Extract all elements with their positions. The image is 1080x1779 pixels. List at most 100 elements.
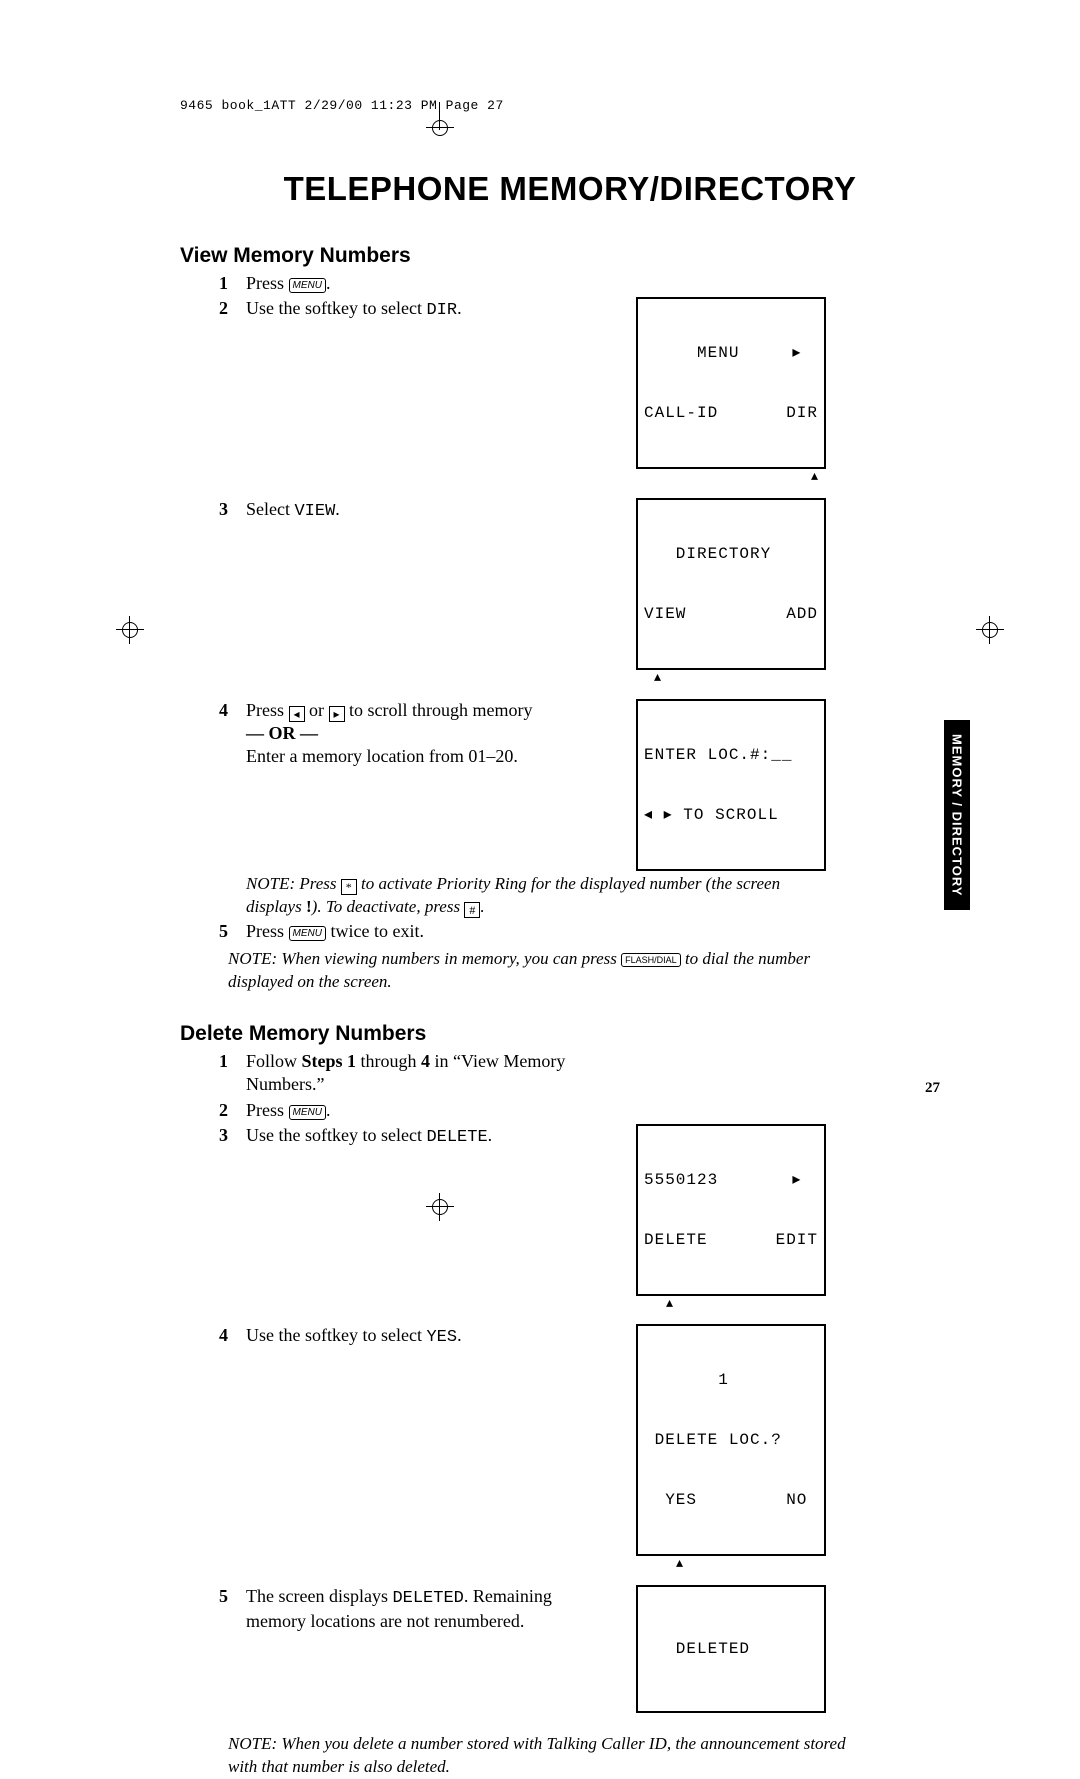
registration-mark-bottom <box>420 1187 460 1227</box>
step-row: 3 Select VIEW. DIRECTORY VIEW ADD ▴ <box>180 498 960 683</box>
caret-icon: ▴ <box>636 670 836 683</box>
note-row: NOTE: When you delete a number stored wi… <box>228 1733 848 1779</box>
step-number: 4 <box>180 1324 246 1347</box>
step-text: Use the softkey to select DELETE. <box>246 1124 636 1149</box>
text: or <box>305 700 329 720</box>
registration-mark-right <box>970 610 1010 650</box>
mono-text: DELETE <box>426 1128 487 1147</box>
lcd-screen-menu: MENU ▸ CALL-ID DIR ▴ <box>636 297 836 482</box>
step-text: Press MENU. <box>246 1099 636 1122</box>
step-number: 3 <box>180 1124 246 1147</box>
text: Use the softkey to select <box>246 1325 426 1345</box>
registration-mark-left <box>110 610 150 650</box>
lcd-line: VIEW <box>644 604 686 624</box>
text: Press <box>246 273 289 293</box>
menu-button-icon: MENU <box>289 278 326 293</box>
lcd-line: MENU ▸ <box>644 343 818 363</box>
menu-button-icon: MENU <box>289 926 326 941</box>
caret-icon: ▴ <box>636 469 836 482</box>
caret-icon: ▴ <box>636 1296 836 1309</box>
lcd-line: DIRECTORY <box>644 544 818 564</box>
step-row: 4 Use the softkey to select YES. 1 DELET… <box>180 1324 960 1569</box>
text: Steps 1 <box>302 1051 357 1071</box>
lcd-line: ENTER LOC.#:__ <box>644 745 818 765</box>
step-text: Use the softkey to select YES. <box>246 1324 636 1349</box>
text: The screen displays <box>246 1586 392 1606</box>
pound-key-icon: # <box>464 902 480 918</box>
note-text: . <box>480 897 484 916</box>
lcd-line: DIR <box>786 403 818 423</box>
note-text: NOTE: When viewing numbers in memory, yo… <box>228 949 621 968</box>
step-row: 5 The screen displays DELETED. Remaining… <box>180 1585 960 1713</box>
lcd-screen-enter-loc: ENTER LOC.#:__ ◂ ▸ TO SCROLL <box>636 699 836 871</box>
text: Enter a memory location from 01–20. <box>246 746 518 766</box>
step-text: Select VIEW. <box>246 498 636 523</box>
lcd-screen-confirm: 1 DELETE LOC.? YES NO ▴ <box>636 1324 836 1569</box>
lcd-line: ADD <box>786 604 818 624</box>
mono-text: DIR <box>426 301 457 320</box>
lcd-line: ◂ ▸ TO SCROLL <box>644 805 818 825</box>
note-text: ). To deactivate, press <box>312 897 465 916</box>
text: Press <box>246 700 289 720</box>
flash-dial-button-icon: FLASH/DIAL <box>621 953 681 967</box>
text: . <box>326 1100 331 1120</box>
step-text: Use the softkey to select DIR. <box>246 297 636 322</box>
or-separator: — OR — <box>246 723 318 743</box>
right-arrow-icon: ▸ <box>329 706 345 722</box>
step-number: 5 <box>180 920 246 943</box>
step-row: 1 Follow Steps 1 through 4 in “View Memo… <box>180 1050 960 1097</box>
step-row: 4 Press ◂ or ▸ to scroll through memory … <box>180 699 960 871</box>
lcd-screen-delete: 5550123 ▸ DELETE EDIT ▴ <box>636 1124 836 1309</box>
lcd-line: NO <box>786 1490 818 1510</box>
text: Follow <box>246 1051 302 1071</box>
step-number: 3 <box>180 498 246 521</box>
lcd-line: 1 <box>644 1370 818 1390</box>
registration-mark-top <box>420 108 460 148</box>
mono-text: VIEW <box>294 502 335 521</box>
lcd-line: DELETED <box>644 1639 818 1659</box>
text: Use the softkey to select <box>246 298 426 318</box>
step-number: 2 <box>180 1099 246 1122</box>
page-number: 27 <box>925 1080 940 1097</box>
left-arrow-icon: ◂ <box>289 706 305 722</box>
lcd-screen-directory: DIRECTORY VIEW ADD ▴ <box>636 498 836 683</box>
text: Press <box>246 921 289 941</box>
text: 4 <box>421 1051 430 1071</box>
step-text: Follow Steps 1 through 4 in “View Memory… <box>246 1050 636 1097</box>
step-row: 2 Use the softkey to select DIR. MENU ▸ … <box>180 297 960 482</box>
section-heading-view: View Memory Numbers <box>180 244 960 268</box>
mono-text: YES <box>426 1328 457 1347</box>
text: Press <box>246 1100 289 1120</box>
step-number: 1 <box>180 1050 246 1073</box>
step-row: 1 Press MENU. <box>180 272 960 295</box>
lcd-line: EDIT <box>776 1230 818 1250</box>
step-number: 4 <box>180 699 246 722</box>
step-number: 1 <box>180 272 246 295</box>
page-title: TELEPHONE MEMORY/DIRECTORY <box>180 170 960 208</box>
step-text: Press ◂ or ▸ to scroll through memory — … <box>246 699 636 769</box>
caret-icon: ▴ <box>636 1556 836 1569</box>
text: Use the softkey to select <box>246 1125 426 1145</box>
step-number: 5 <box>180 1585 246 1608</box>
lcd-line: YES <box>644 1490 697 1510</box>
text: . <box>457 1325 462 1345</box>
lcd-line: DELETE LOC.? <box>644 1430 818 1450</box>
side-tab-memory-directory: MEMORY / DIRECTORY <box>944 720 970 910</box>
document-page: 9465 book_1ATT 2/29/00 11:23 PM Page 27 … <box>0 0 1080 1397</box>
lcd-line: DELETE <box>644 1230 708 1250</box>
text: twice to exit. <box>326 921 424 941</box>
step-text: Press MENU. <box>246 272 636 295</box>
mono-text: DELETED <box>392 1589 463 1608</box>
text: . <box>335 499 340 519</box>
text: Select <box>246 499 294 519</box>
step-row: 3 Use the softkey to select DELETE. 5550… <box>180 1124 960 1309</box>
step-text: Press MENU twice to exit. <box>246 920 636 943</box>
note-text: NOTE: Press <box>246 874 341 893</box>
step-row: 2 Press MENU. <box>180 1099 960 1122</box>
section-heading-delete: Delete Memory Numbers <box>180 1022 960 1046</box>
lcd-line: CALL-ID <box>644 403 718 423</box>
lcd-line: 5550123 ▸ <box>644 1170 818 1190</box>
text: through <box>356 1051 421 1071</box>
star-key-icon: * <box>341 879 357 895</box>
note-row: NOTE: Press * to activate Priority Ring … <box>180 873 960 919</box>
